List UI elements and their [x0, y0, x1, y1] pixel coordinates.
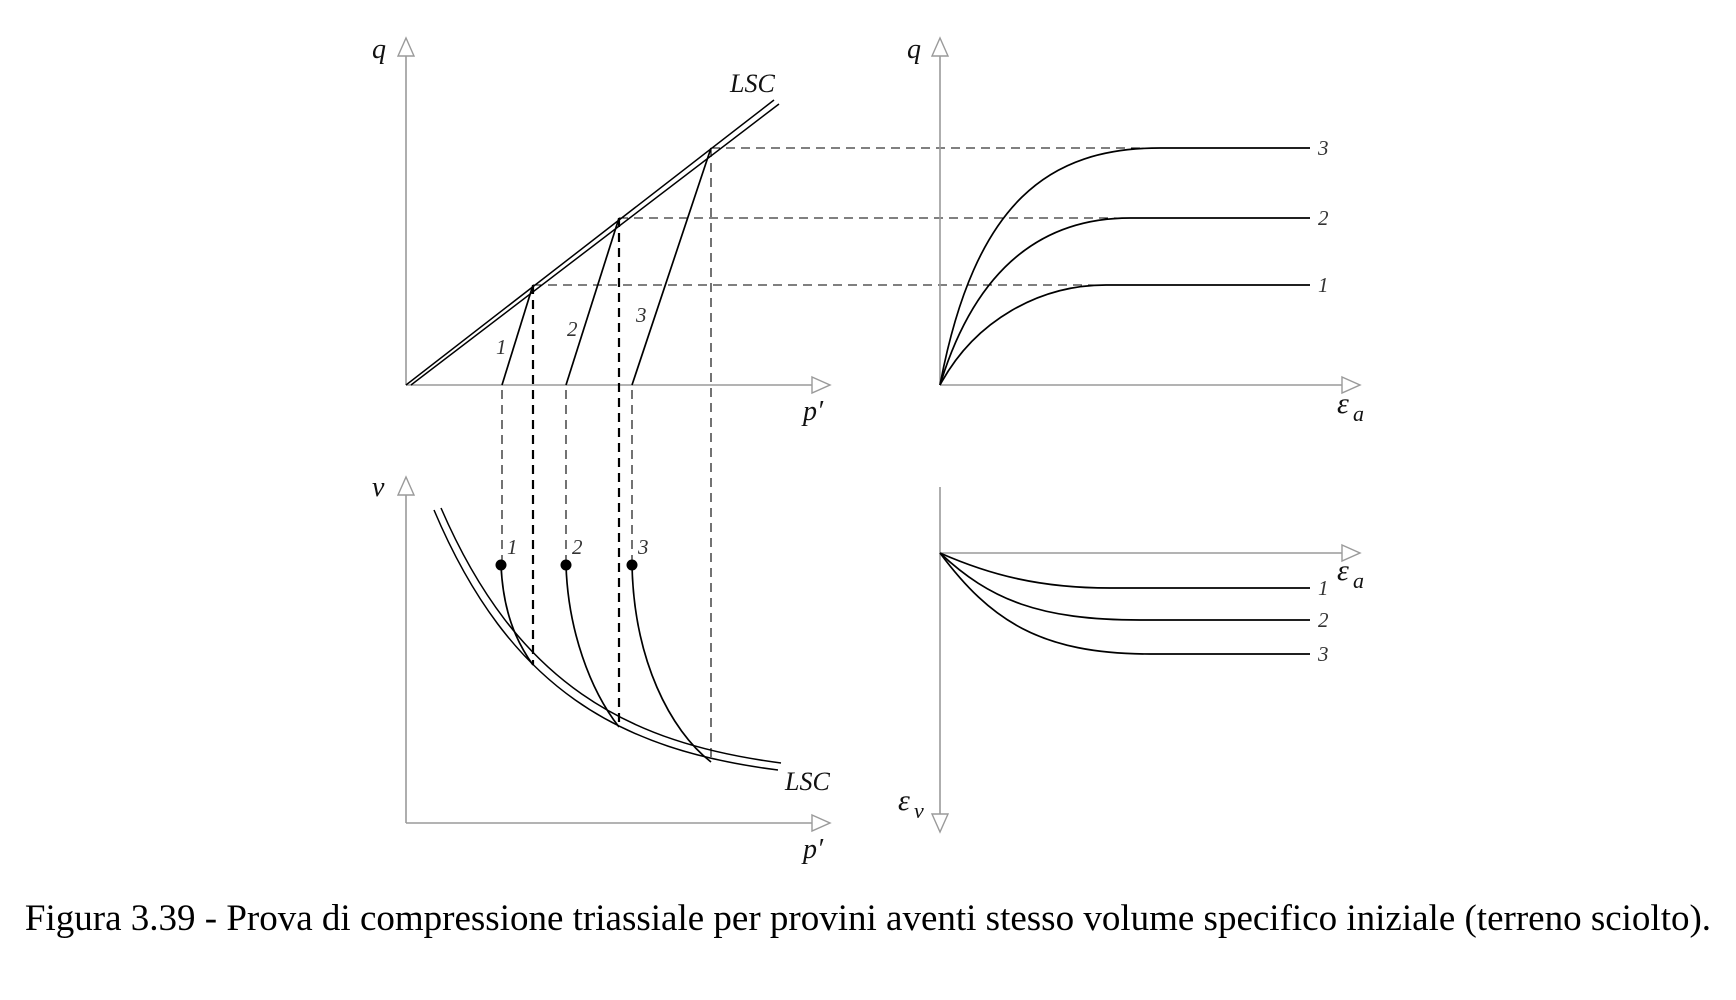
lsc-curve-outer — [433, 509, 779, 771]
panel-volumetric-vs-axial-strain: ε a ε v 1 2 3 — [898, 487, 1364, 834]
strain-axis-bottom-arrow-icon — [1341, 543, 1362, 563]
initial-label-1: 1 — [507, 535, 518, 559]
lsc-label-bottom: LSC — [784, 767, 830, 796]
vertical-connectors — [501, 148, 712, 762]
strain-axis-top-arrow-icon — [1341, 375, 1362, 395]
q-strain-curve-1 — [939, 284, 1310, 386]
lsc-line-outer — [405, 99, 775, 386]
q-strain-label-1: 1 — [1318, 273, 1329, 297]
q-axis-right-arrow-icon — [930, 36, 950, 57]
v-path-1 — [500, 564, 534, 666]
q-strain-curve-2 — [939, 217, 1310, 386]
volumetric-strain-axis-arrow-icon — [930, 813, 950, 834]
vol-strain-curve-3 — [939, 552, 1310, 655]
volumetric-strain-label: ε — [898, 784, 910, 817]
stress-path-2 — [565, 217, 620, 386]
v-path-2 — [565, 564, 620, 728]
p-axis-bottom-label: p′ — [801, 834, 824, 865]
vol-strain-curve-2 — [939, 552, 1310, 621]
stress-path-1 — [501, 284, 534, 386]
figure-caption: Figura 3.39 - Prova di compressione tria… — [24, 898, 1712, 939]
strain-axis-bottom-label: ε — [1337, 554, 1349, 587]
q-axis-right-label: q — [907, 34, 921, 65]
volumetric-strain-sub: v — [914, 798, 924, 823]
q-axis-arrow-icon — [396, 36, 416, 57]
panel-q-vs-strain: q ε a 1 2 3 — [907, 34, 1364, 426]
p-axis-bottom-arrow-icon — [811, 813, 832, 833]
path-1-label: 1 — [496, 335, 507, 359]
horizontal-connectors — [533, 147, 1145, 286]
q-strain-label-2: 2 — [1318, 206, 1329, 230]
panel-v-vs-p: v p′ LSC 1 2 3 — [372, 472, 832, 865]
initial-label-2: 2 — [572, 535, 583, 559]
p-axis-label: p′ — [801, 396, 824, 427]
lsc-label-top: LSC — [729, 69, 775, 98]
q-axis-label: q — [372, 34, 386, 65]
q-strain-curve-3 — [939, 147, 1310, 386]
v-axis-arrow-icon — [396, 475, 416, 496]
triaxial-test-diagram: q p′ LSC 1 2 3 q ε a — [372, 34, 1364, 865]
vol-strain-label-1: 1 — [1318, 576, 1329, 600]
panel-q-vs-p: q p′ LSC 1 2 3 — [372, 34, 832, 427]
vol-strain-label-3: 3 — [1317, 642, 1329, 666]
lsc-line-inner — [410, 103, 780, 386]
q-strain-label-3: 3 — [1317, 136, 1329, 160]
strain-axis-bottom-sub: a — [1353, 568, 1364, 593]
vol-strain-curve-1 — [939, 552, 1310, 589]
v-axis-label: v — [372, 472, 385, 503]
stress-path-3 — [631, 147, 712, 386]
vol-strain-label-2: 2 — [1318, 608, 1329, 632]
path-2-label: 2 — [567, 317, 578, 341]
strain-axis-top-label: ε — [1337, 387, 1349, 420]
lsc-curve-inner — [440, 507, 782, 764]
p-axis-arrow-icon — [811, 375, 832, 395]
initial-label-3: 3 — [637, 535, 649, 559]
strain-axis-top-sub: a — [1353, 401, 1364, 426]
v-path-3 — [631, 564, 712, 763]
path-3-label: 3 — [635, 303, 647, 327]
